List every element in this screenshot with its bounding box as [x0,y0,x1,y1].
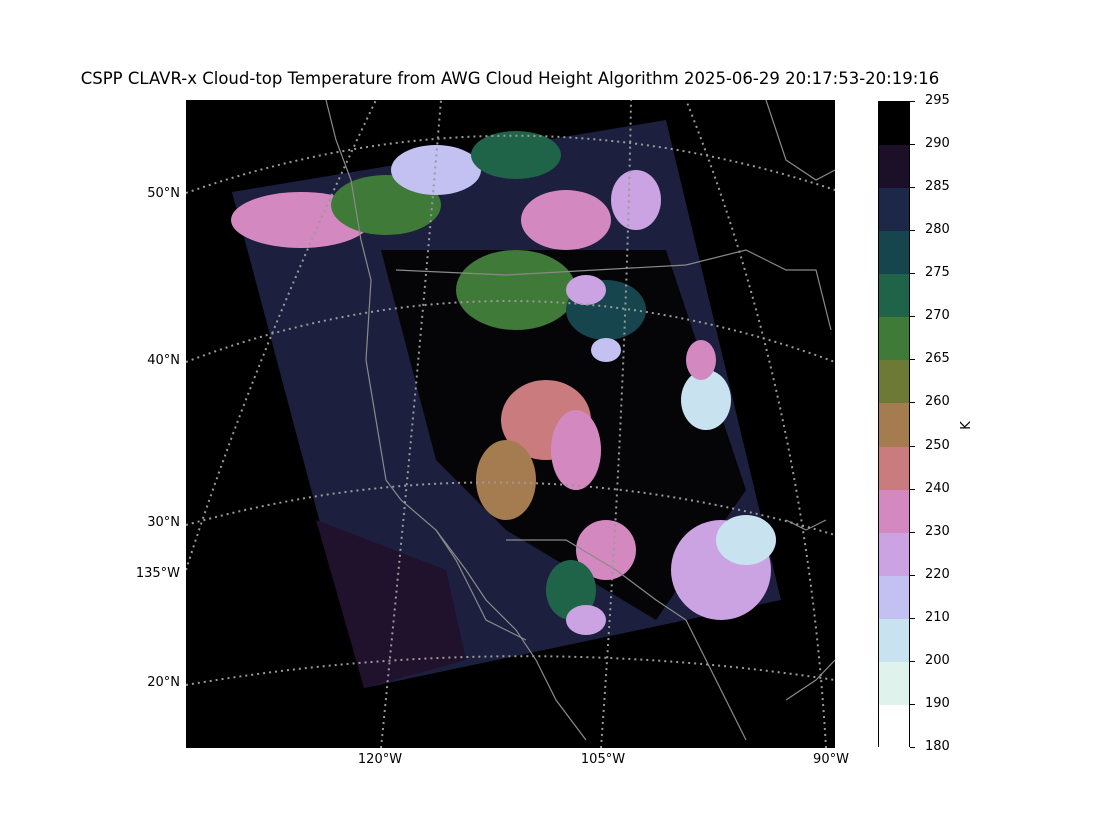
colorbar-tick-label: 190 [925,695,950,711]
colorbar-tick [910,359,915,361]
colorbar-tick-label: 285 [925,179,950,195]
colorbar [878,101,910,749]
colorbar-tick [910,144,915,146]
colorbar-tick-label: 220 [925,566,950,582]
map-svg [186,100,835,748]
colorbar-tick-label: 270 [925,308,950,324]
colorbar-tick-label: 290 [925,136,950,152]
lon-label-120: 120°W [357,752,403,767]
coastlines [325,100,835,741]
colorbar-segment [879,274,909,318]
colorbar-tick-label: 180 [925,739,950,754]
colorbar-tick [910,660,915,662]
colorbar-segment [879,403,909,448]
colorbar-tick-label: 275 [925,265,950,281]
colorbar-tick [910,187,915,189]
colorbar-tick-label: 280 [925,222,950,238]
colorbar-segment [879,661,909,706]
colorbar-segment [879,489,909,534]
colorbar-segment [879,102,909,146]
lon-label-135: 135°W [135,566,180,581]
colorbar-segment [879,231,909,275]
lat-label-50: 50°N [147,186,180,201]
lon-label-90: 90°W [813,752,849,767]
colorbar-segment [879,188,909,232]
colorbar-tick [910,402,915,404]
colorbar-tick-label: 230 [925,523,950,539]
colorbar-unit-label: K [958,421,974,430]
colorbar-tick-label: 265 [925,351,950,367]
colorbar-tick-label: 210 [925,609,950,625]
colorbar-segment [879,360,909,404]
colorbar-tick-label: 200 [925,652,950,668]
colorbar-tick-label: 250 [925,437,950,453]
colorbar-tick-label: 295 [925,93,950,108]
colorbar-segment [879,145,909,189]
swath-ocean-south [316,520,466,688]
colorbar-segment [879,446,909,491]
colorbar-tick [910,101,915,102]
colorbar-tick [910,230,915,232]
colorbar-tick [910,445,915,447]
lat-label-30: 30°N [147,515,180,530]
colorbar-segment [879,317,909,361]
colorbar-tick [910,488,915,490]
colorbar-tick [910,574,915,576]
colorbar-tick-label: 260 [925,394,950,410]
colorbar-segment [879,532,909,577]
colorbar-tick [910,273,915,275]
map-panel[interactable] [186,100,835,748]
lon-label-105: 105°W [580,752,626,767]
colorbar-tick [910,703,915,705]
colorbar-tick [910,617,915,619]
colorbar-tick [910,316,915,318]
colorbar-segment [879,704,909,749]
lat-label-40: 40°N [147,353,180,368]
graticule [186,100,835,748]
chart-title: CSPP CLAVR-x Cloud-top Temperature from … [80,69,940,88]
lat-label-20: 20°N [147,675,180,690]
colorbar-tick [910,747,915,748]
colorbar-segment [879,618,909,663]
cloud-blobs [231,131,776,635]
colorbar-tick [910,531,915,533]
colorbar-tick-label: 240 [925,480,950,496]
colorbar-segment [879,575,909,620]
